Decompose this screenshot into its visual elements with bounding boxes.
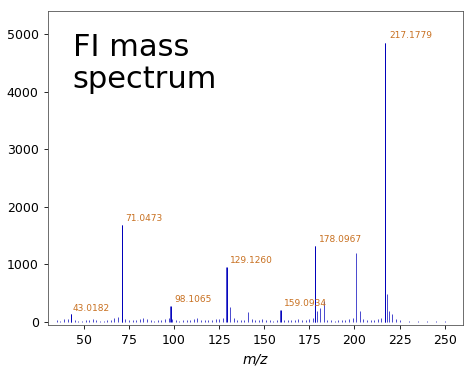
Text: 129.1260: 129.1260 [230,256,272,265]
Text: 71.0473: 71.0473 [125,214,162,223]
Text: 159.0934: 159.0934 [284,299,327,308]
Text: FI mass
spectrum: FI mass spectrum [72,33,217,94]
Text: 98.1065: 98.1065 [174,295,211,304]
X-axis label: m/z: m/z [242,352,268,366]
Text: 178.0967: 178.0967 [318,235,361,244]
Text: 217.1779: 217.1779 [388,31,431,40]
Text: 43.0182: 43.0182 [73,304,110,313]
